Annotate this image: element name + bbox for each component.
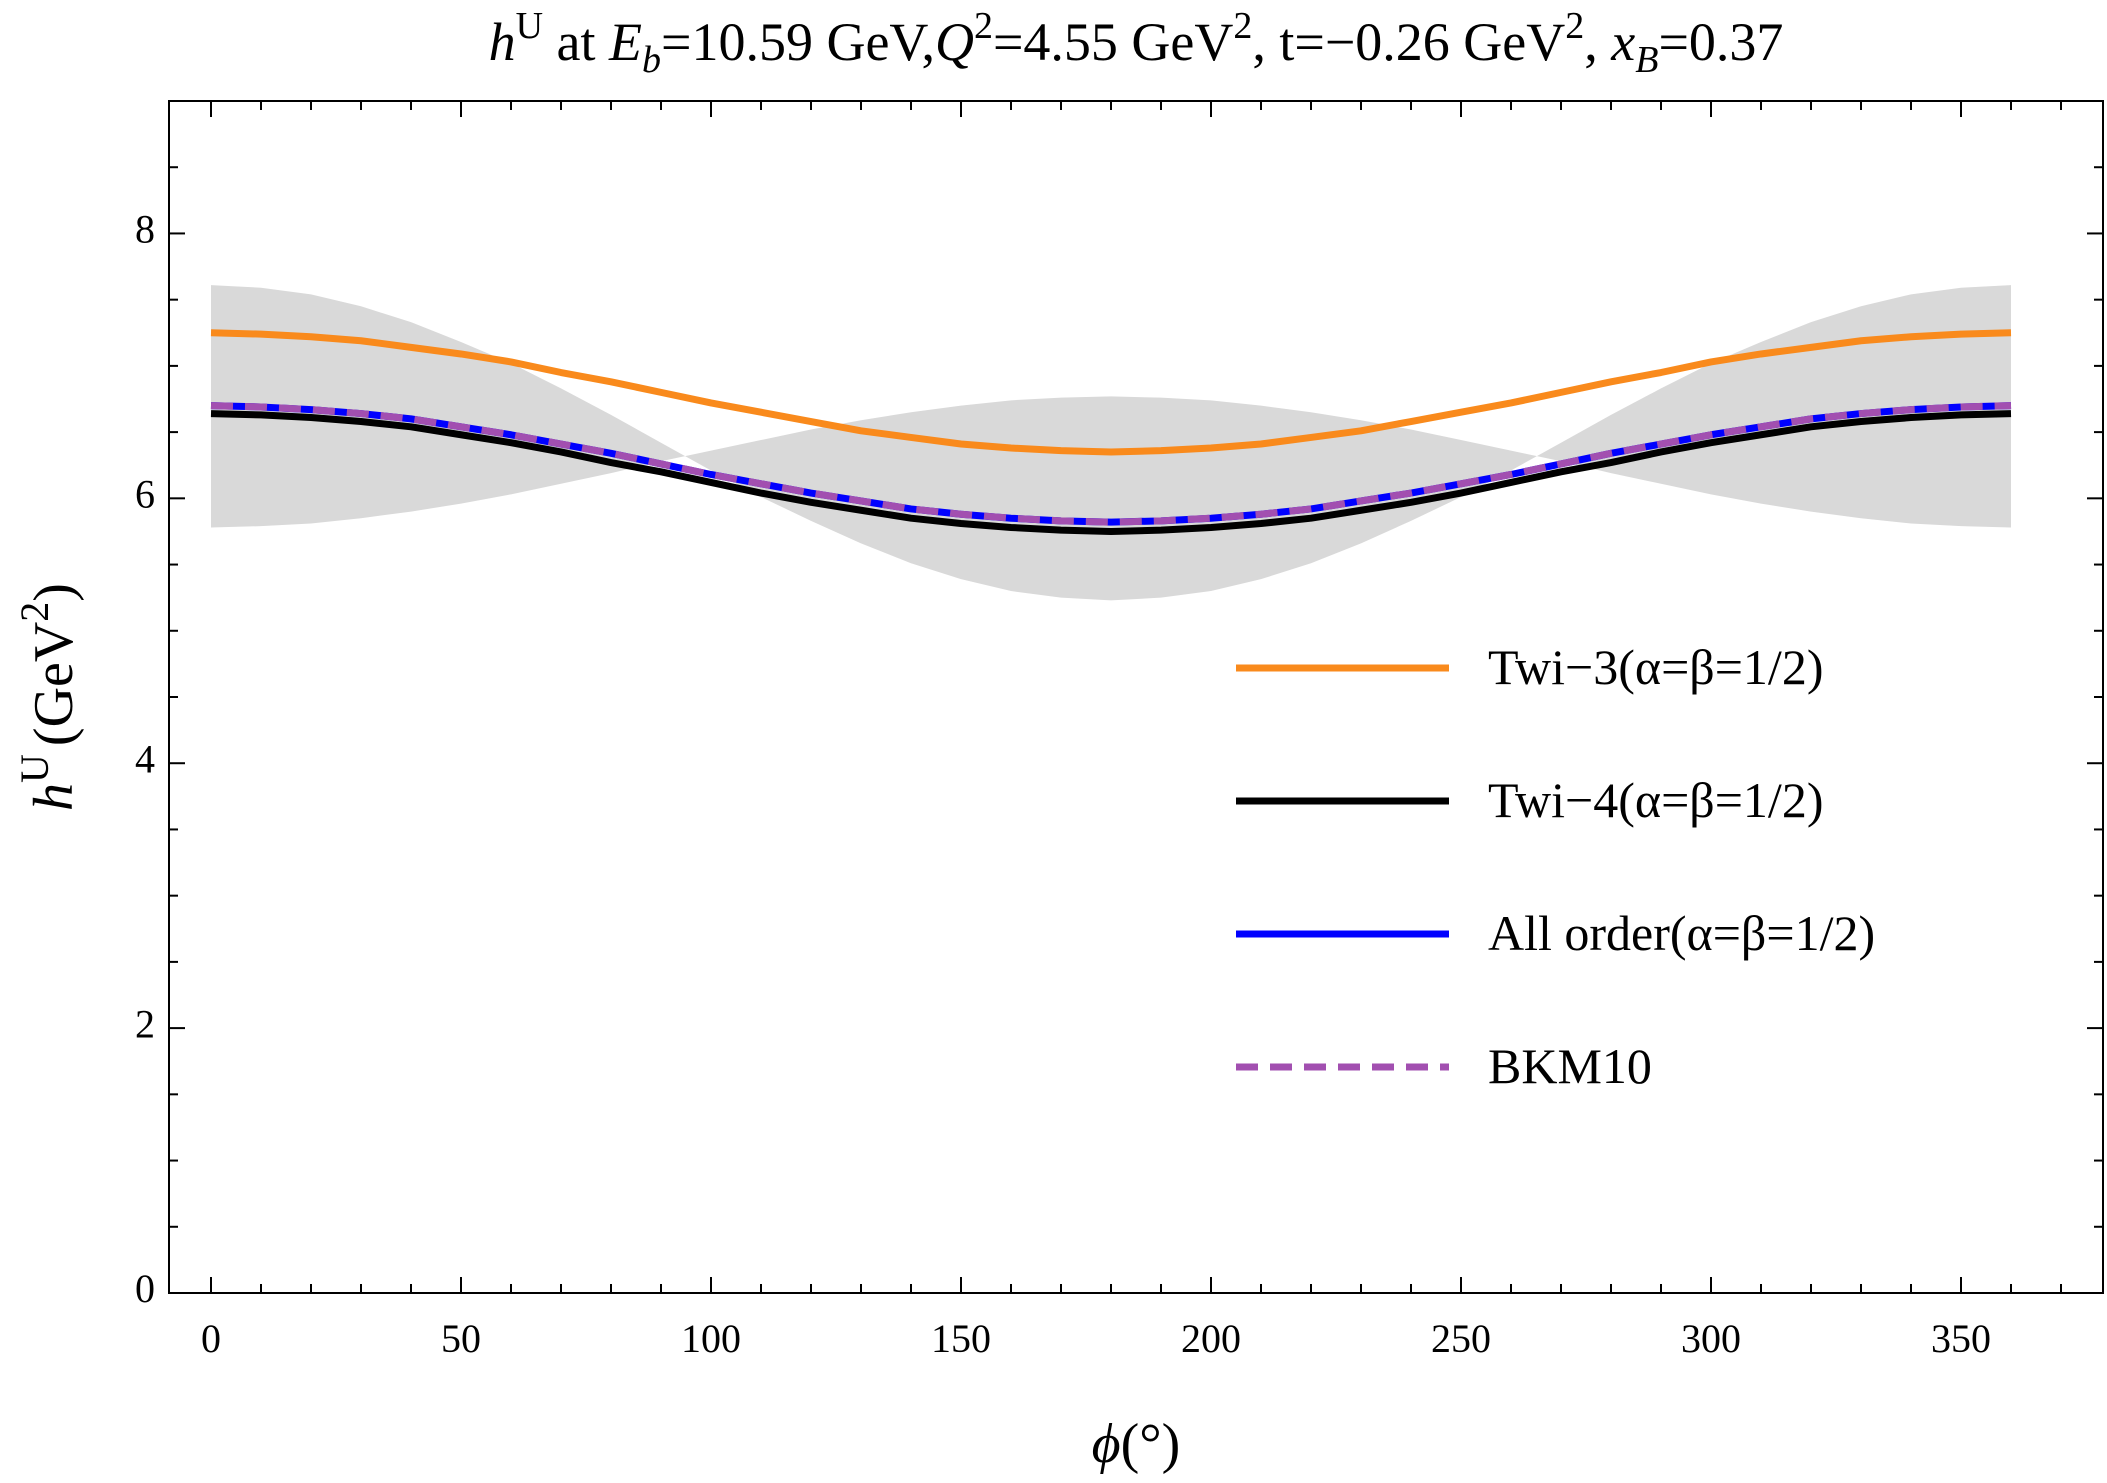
y-label-part: U — [12, 754, 57, 783]
legend-label: BKM10 — [1488, 1038, 1652, 1094]
title-part: x — [1610, 12, 1635, 72]
x-tick-label: 350 — [1931, 1316, 1991, 1361]
series-line — [210, 410, 2012, 535]
x-axis-label: ϕ(°) — [1092, 1413, 1181, 1475]
y-label-part: 2 — [12, 602, 57, 622]
y-tick-label: 0 — [135, 1266, 155, 1311]
title-part: E — [608, 12, 642, 72]
plot-frame — [168, 100, 2104, 1294]
uncertainty-band — [211, 285, 2011, 601]
y-tick-label: 4 — [135, 736, 155, 781]
title-part: b — [642, 39, 661, 81]
y-label-part: ) — [23, 583, 85, 602]
legend-label: Twi−3(α=β=1/2) — [1488, 639, 1823, 695]
title-part: 2 — [1565, 5, 1584, 47]
x-label-part: ϕ — [1092, 1413, 1121, 1475]
x-tick-label: 100 — [681, 1316, 741, 1361]
legend-label: Twi−4(α=β=1/2) — [1488, 772, 1823, 828]
title-part: =4.55 GeV — [993, 12, 1233, 72]
title-part: =0.37 — [1658, 12, 1783, 72]
title-part: at — [543, 12, 609, 72]
title-part: Q — [935, 12, 974, 72]
x-tick-label: 50 — [441, 1316, 481, 1361]
x-tick-label: 150 — [931, 1316, 991, 1361]
title-part: =10.59 GeV, — [661, 12, 935, 72]
title-part: 2 — [974, 5, 993, 47]
chart-title: hU at Eb=10.59 GeV,Q2=4.55 GeV2, t=−0.26… — [489, 5, 1784, 81]
title-part: B — [1635, 39, 1658, 81]
x-tick-label: 300 — [1681, 1316, 1741, 1361]
y-label-part: (GeV — [23, 622, 85, 746]
title-part: , t=−0.26 GeV — [1252, 12, 1565, 72]
title-part: 2 — [1233, 5, 1252, 47]
y-label-part: h — [23, 783, 85, 811]
title-part: , — [1584, 12, 1611, 72]
y-tick-label: 2 — [135, 1001, 155, 1046]
title-part: U — [516, 5, 543, 47]
series-line — [210, 402, 2012, 526]
y-tick-label: 8 — [135, 207, 155, 252]
title-part: h — [489, 12, 516, 72]
series-line — [210, 329, 2012, 456]
y-axis-label: hU (GeV2) — [12, 583, 85, 811]
y-tick-label: 6 — [135, 472, 155, 517]
legend-label: All order(α=β=1/2) — [1488, 905, 1875, 961]
x-tick-label: 200 — [1181, 1316, 1241, 1361]
x-label-part: (°) — [1121, 1413, 1181, 1475]
x-tick-label: 0 — [201, 1316, 221, 1361]
x-tick-label: 250 — [1431, 1316, 1491, 1361]
